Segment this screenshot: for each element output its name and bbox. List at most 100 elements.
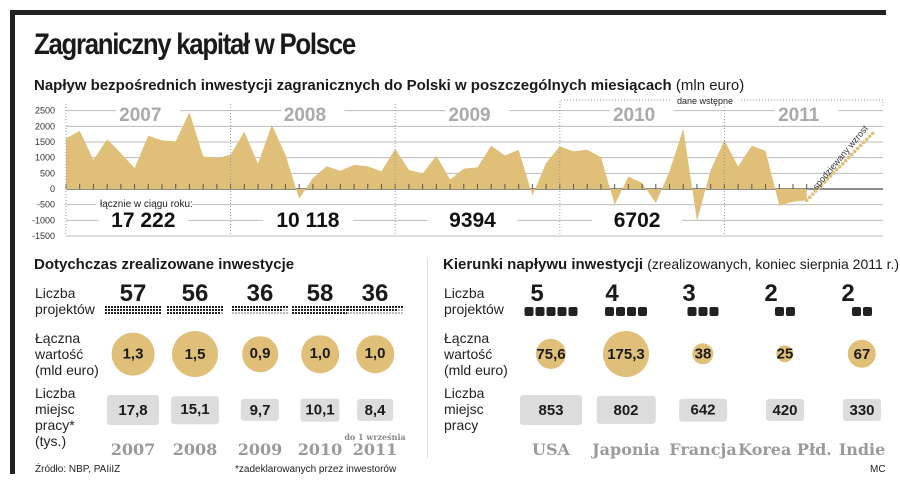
project-pictogram [775,307,795,316]
project-cell [188,312,190,314]
project-cell [398,306,400,308]
project-cell [374,312,376,314]
project-cell [108,309,110,311]
project-cell [194,312,196,314]
project-cell [319,312,321,314]
project-count: 2 [841,280,855,307]
row-label: Łączna wartość (mld euro) [444,330,508,378]
project-cell [371,312,373,314]
author-credit: MC [870,464,886,475]
project-cell [350,306,352,308]
project-cell [259,312,261,314]
project-cell [343,306,345,308]
value-circle: 67 [847,339,877,369]
project-cell [277,309,279,311]
project-cell [244,306,246,308]
project-cell [347,306,349,308]
project-cell [238,312,240,314]
total-bg [262,206,353,230]
project-cell [325,312,327,314]
project-cell [123,306,125,308]
project-cell [368,312,370,314]
project-cell [144,306,146,308]
project-pictogram [347,306,403,314]
project-cell [350,312,352,314]
total-bg [427,206,518,230]
project-cell [132,306,134,308]
project-cell [401,312,403,314]
project-count: 56 [181,280,209,307]
project-square [786,307,795,316]
project-cell [203,306,205,308]
project-cell [262,306,264,308]
project-cell [206,309,208,311]
project-cell [129,309,131,311]
project-cell [337,306,339,308]
project-cell [218,306,220,308]
jobs-box: 330 [843,399,881,421]
project-cell [235,306,237,308]
project-cell [179,306,181,308]
value-circle: 25 [776,345,794,363]
forecast-dot [849,152,854,157]
year-label-bg [610,104,675,124]
preliminary-label-bg [670,94,740,106]
project-cell [277,306,279,308]
year-total: 6702 [614,209,661,232]
y-tick-label: -1000 [32,215,55,225]
project-cell [209,312,211,314]
forecast-dot [837,164,842,169]
project-cell [353,309,355,311]
left-rule [10,10,15,474]
project-pictogram [605,307,647,316]
project-cell [277,312,279,314]
project-cell [114,312,116,314]
project-cell [362,312,364,314]
project-cell [362,306,364,308]
project-cell [159,312,161,314]
project-cell [144,309,146,311]
project-square [698,307,708,316]
year-label: 2010 [297,440,343,459]
row-label: Liczba miejsc pracy* (tys.) [35,385,76,449]
project-cell [197,312,199,314]
project-square [709,307,719,316]
project-cell [383,312,385,314]
project-cell [170,312,172,314]
row-label: Liczba projektów [444,285,504,317]
value-circle: 175,3 [603,331,649,377]
project-cell [362,309,364,311]
project-cell [256,312,258,314]
project-cell [274,309,276,311]
project-cell [185,306,187,308]
project-cell [173,312,175,314]
project-cell [126,312,128,314]
project-cell [371,306,373,308]
project-cell [377,309,379,311]
footnote: *zadeklarowanych przez inwestorów [235,464,397,475]
project-cell [206,306,208,308]
jobs-box: 17,8 [107,395,159,425]
project-cell [188,306,190,308]
value-circle: 1,0 [301,335,339,373]
jobs-box: 802 [596,395,656,425]
project-cell [153,312,155,314]
project-cell [304,306,306,308]
project-cell [117,312,119,314]
forecast-dot [861,140,866,145]
project-cell [176,309,178,311]
project-cell [241,309,243,311]
project-cell [179,312,181,314]
project-cell [401,309,403,311]
project-cell [359,306,361,308]
project-cell [203,312,205,314]
forecast-dot [846,155,851,160]
y-tick-label: 500 [40,168,55,178]
y-tick-label: 2000 [35,121,55,131]
year-label: 2007 [110,440,156,459]
project-cell [250,306,252,308]
project-cell [295,312,297,314]
project-count: 36 [361,280,389,307]
year-label-bg [116,104,181,124]
project-count: 2 [764,280,778,307]
